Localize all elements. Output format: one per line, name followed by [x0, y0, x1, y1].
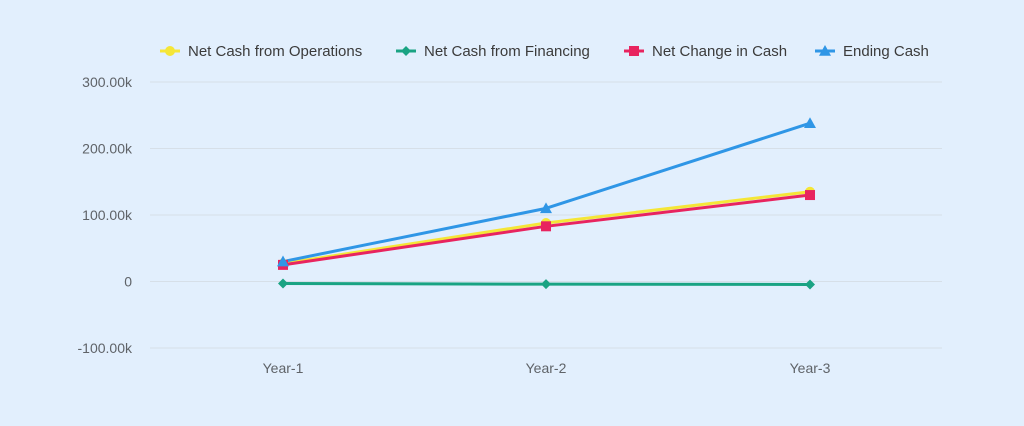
- gridlines: [150, 81, 942, 349]
- series-markers: [277, 117, 816, 290]
- legend-marker: [819, 45, 831, 56]
- legend-marker: [165, 46, 175, 56]
- legend-label: Net Cash from Financing: [424, 43, 590, 60]
- data-point: [278, 278, 288, 289]
- data-point: [805, 279, 815, 290]
- legend-item: Ending Cash: [815, 43, 929, 60]
- y-tick-label: 0: [124, 274, 132, 290]
- x-axis-ticks: Year-1 Year-2 Year-3: [263, 360, 831, 376]
- y-tick-label: -100.00k: [78, 340, 133, 356]
- data-point: [277, 255, 289, 267]
- data-point: [540, 202, 552, 214]
- data-point: [541, 279, 551, 290]
- data-point: [805, 190, 815, 201]
- legend-marker: [401, 46, 411, 56]
- y-axis-ticks: 300.00k 200.00k 100.00k 0 -100.00k: [78, 74, 133, 356]
- y-tick-label: 200.00k: [82, 141, 133, 157]
- series-line-4: [281, 121, 812, 264]
- legend-item: Net Cash from Operations: [160, 43, 362, 60]
- data-point: [804, 117, 816, 129]
- legend-marker: [629, 46, 639, 56]
- legend: Net Cash from Operations Net Cash from Fi…: [160, 43, 929, 60]
- legend-label: Net Change in Cash: [652, 43, 787, 60]
- legend-item: Net Cash from Financing: [396, 43, 590, 60]
- y-tick-label: 300.00k: [82, 74, 133, 90]
- legend-label: Ending Cash: [843, 43, 929, 60]
- y-tick-label: 100.00k: [82, 207, 133, 223]
- legend-label: Net Cash from Operations: [188, 43, 362, 60]
- legend-item: Net Change in Cash: [624, 43, 787, 60]
- data-point: [541, 221, 551, 232]
- x-tick-label: Year-2: [526, 360, 567, 376]
- x-tick-label: Year-1: [263, 360, 304, 376]
- x-tick-label: Year-3: [790, 360, 831, 376]
